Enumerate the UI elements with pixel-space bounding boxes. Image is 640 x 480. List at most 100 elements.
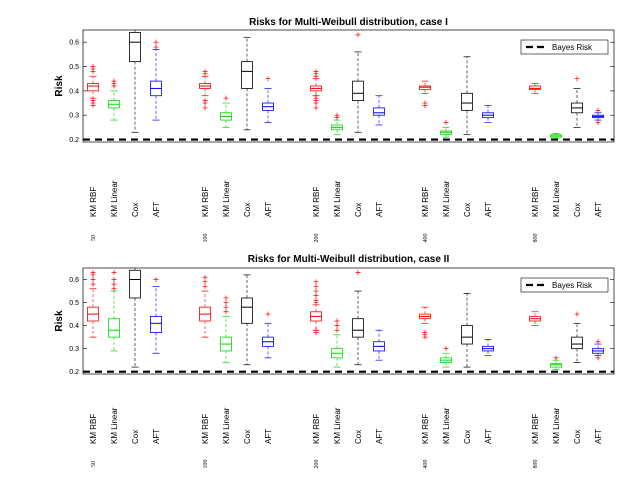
outlier-marker bbox=[265, 311, 271, 317]
method-label: AFT bbox=[484, 202, 493, 217]
chart-panel-1: Risks for Multi-Weibull distribution, ca… bbox=[54, 17, 615, 243]
method-label: KM Linear bbox=[333, 407, 342, 444]
outlier-marker bbox=[443, 120, 449, 126]
legend: Bayes Risk bbox=[520, 39, 609, 55]
box-cox bbox=[129, 269, 141, 299]
method-label: KM Linear bbox=[222, 180, 231, 217]
method-label: KM Linear bbox=[442, 407, 451, 444]
outlier-marker bbox=[223, 295, 229, 301]
method-label: KM Linear bbox=[552, 407, 561, 444]
outlier-marker bbox=[223, 309, 229, 315]
box-cox bbox=[352, 318, 364, 338]
method-label: KM RBF bbox=[531, 187, 540, 217]
y-tick-label: 0.2 bbox=[69, 137, 79, 144]
outlier-marker bbox=[334, 318, 340, 324]
outlier-marker bbox=[574, 311, 580, 317]
method-label: AFT bbox=[594, 202, 603, 217]
box-aft bbox=[150, 315, 162, 333]
outlier-marker bbox=[334, 327, 340, 333]
axes-frame bbox=[82, 267, 615, 375]
method-label: KM RBF bbox=[89, 414, 98, 444]
sample-size-label: 50 bbox=[91, 235, 97, 241]
y-tick-label: 0.3 bbox=[69, 113, 79, 120]
box-cox bbox=[129, 32, 141, 63]
method-label: Cox bbox=[243, 430, 252, 444]
y-tick-label: 0.4 bbox=[69, 323, 79, 330]
y-tick-label: 0.5 bbox=[69, 64, 79, 71]
method-label: AFT bbox=[152, 429, 161, 444]
outlier-marker bbox=[422, 330, 428, 336]
box-km-linear bbox=[550, 363, 562, 368]
method-label: KM RBF bbox=[531, 414, 540, 444]
method-label: Cox bbox=[463, 203, 472, 217]
sample-size-label: 100 bbox=[203, 460, 209, 469]
method-label: KM Linear bbox=[222, 407, 231, 444]
outlier-marker bbox=[574, 76, 580, 82]
method-label: KM RBF bbox=[421, 187, 430, 217]
outlier-marker bbox=[90, 281, 96, 287]
method-label: KM RBF bbox=[201, 414, 210, 444]
outlier-marker bbox=[313, 288, 319, 294]
method-label: AFT bbox=[594, 429, 603, 444]
outlier-marker bbox=[223, 95, 229, 101]
box-cox bbox=[571, 336, 583, 350]
outlier-marker bbox=[313, 327, 319, 333]
outlier-marker bbox=[265, 76, 271, 82]
method-label: KM RBF bbox=[201, 187, 210, 217]
sample-size-label: 800 bbox=[533, 234, 539, 243]
method-label: KM Linear bbox=[110, 180, 119, 217]
legend-box bbox=[520, 39, 609, 55]
y-tick-label: 0.6 bbox=[69, 40, 79, 47]
method-label: KM RBF bbox=[312, 414, 321, 444]
outlier-marker bbox=[313, 297, 319, 303]
outlier-marker bbox=[202, 283, 208, 289]
method-label: KM Linear bbox=[442, 180, 451, 217]
sample-size-label: 400 bbox=[423, 460, 429, 469]
method-label: Cox bbox=[354, 430, 363, 444]
outlier-marker bbox=[313, 293, 319, 299]
method-label: Cox bbox=[131, 203, 140, 217]
outlier-marker bbox=[313, 283, 319, 289]
method-label: AFT bbox=[264, 429, 273, 444]
method-label: AFT bbox=[484, 429, 493, 444]
method-label: Cox bbox=[243, 203, 252, 217]
outlier-marker bbox=[595, 355, 601, 361]
y-axis-label: Risk bbox=[54, 75, 65, 97]
outlier-marker bbox=[111, 286, 117, 292]
method-label: AFT bbox=[375, 429, 384, 444]
y-tick-label: 0.3 bbox=[69, 346, 79, 353]
y-tick-label: 0.5 bbox=[69, 300, 79, 307]
outlier-marker bbox=[202, 274, 208, 280]
method-label: AFT bbox=[152, 202, 161, 217]
method-label: KM RBF bbox=[89, 187, 98, 217]
legend-label: Bayes Risk bbox=[552, 43, 593, 52]
outlier-marker bbox=[313, 279, 319, 285]
outlier-marker bbox=[111, 270, 117, 276]
method-label: Cox bbox=[573, 203, 582, 217]
outlier-marker bbox=[334, 323, 340, 329]
sample-size-label: 200 bbox=[314, 460, 320, 469]
sample-size-label: 400 bbox=[423, 234, 429, 243]
legend: Bayes Risk bbox=[520, 277, 609, 293]
box-km-linear bbox=[440, 130, 452, 136]
outlier-marker bbox=[595, 339, 601, 345]
outlier-marker bbox=[553, 355, 559, 361]
box-cox bbox=[352, 80, 364, 102]
box-cox bbox=[461, 92, 473, 111]
method-label: KM Linear bbox=[333, 180, 342, 217]
y-axis-label: Risk bbox=[54, 310, 65, 332]
box-km-rbf bbox=[87, 83, 99, 92]
sample-size-label: 200 bbox=[314, 234, 320, 243]
y-tick-label: 0.2 bbox=[69, 369, 79, 376]
outlier-marker bbox=[313, 105, 319, 111]
y-tick-label: 0.4 bbox=[69, 88, 79, 95]
box-cox bbox=[241, 61, 253, 89]
box-km-rbf bbox=[419, 85, 431, 91]
outlier-marker bbox=[90, 277, 96, 283]
plot-area bbox=[83, 268, 614, 373]
outlier-marker bbox=[595, 120, 601, 126]
box-cox bbox=[241, 297, 253, 324]
chart-panel-2: Risks for Multi-Weibull distribution, ca… bbox=[54, 254, 615, 469]
